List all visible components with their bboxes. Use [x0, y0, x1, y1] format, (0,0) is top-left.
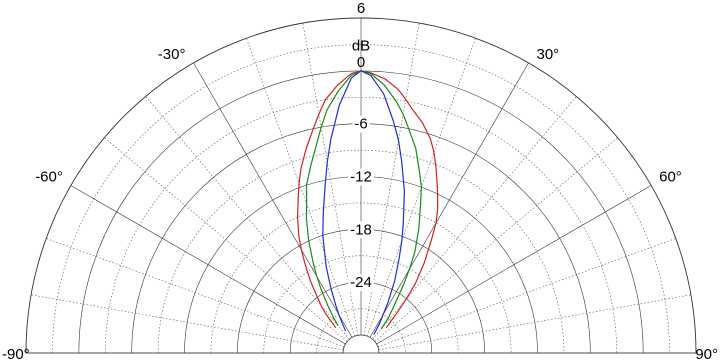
angle-tick-label: 30°	[537, 46, 560, 63]
radial-label-bg	[348, 221, 374, 239]
radial-tick-label: 6	[357, 0, 365, 17]
minor-spoke	[378, 294, 691, 351]
minor-spoke	[377, 238, 676, 348]
angle-tick-label: -30°	[158, 46, 186, 63]
origin-ring	[342, 334, 380, 354]
major-spoke	[193, 62, 353, 338]
series-group	[297, 70, 439, 335]
radial-unit-label: dB	[352, 37, 370, 54]
radial-tick-label: 0	[357, 54, 365, 71]
minor-spoke	[374, 137, 618, 342]
major-spoke	[376, 185, 652, 345]
radial-label-bg	[352, 115, 370, 133]
radial-tick-label: -12	[350, 169, 372, 186]
angle-tick-label: 60°	[659, 169, 682, 186]
angle-tick-label: 90°	[695, 346, 718, 363]
major-spoke	[70, 185, 346, 345]
major-spoke	[369, 62, 529, 338]
minor-spoke	[145, 96, 350, 340]
minor-ring	[316, 308, 406, 354]
radial-tick-label: -6	[354, 116, 367, 133]
polar-grid	[25, 17, 697, 354]
radial-label-bg	[348, 168, 374, 186]
angle-tick-label: -60°	[35, 169, 63, 186]
minor-spoke	[46, 238, 345, 348]
radial-tick-label: -18	[350, 221, 372, 238]
radial-label-bg	[348, 274, 374, 292]
minor-spoke	[104, 137, 348, 342]
radial-tick-label: -24	[350, 274, 372, 291]
minor-spoke	[31, 294, 344, 351]
minor-ring	[263, 255, 459, 354]
angle-tick-label: -90°	[2, 346, 30, 363]
minor-spoke	[246, 38, 356, 337]
series-line-3	[322, 70, 405, 335]
